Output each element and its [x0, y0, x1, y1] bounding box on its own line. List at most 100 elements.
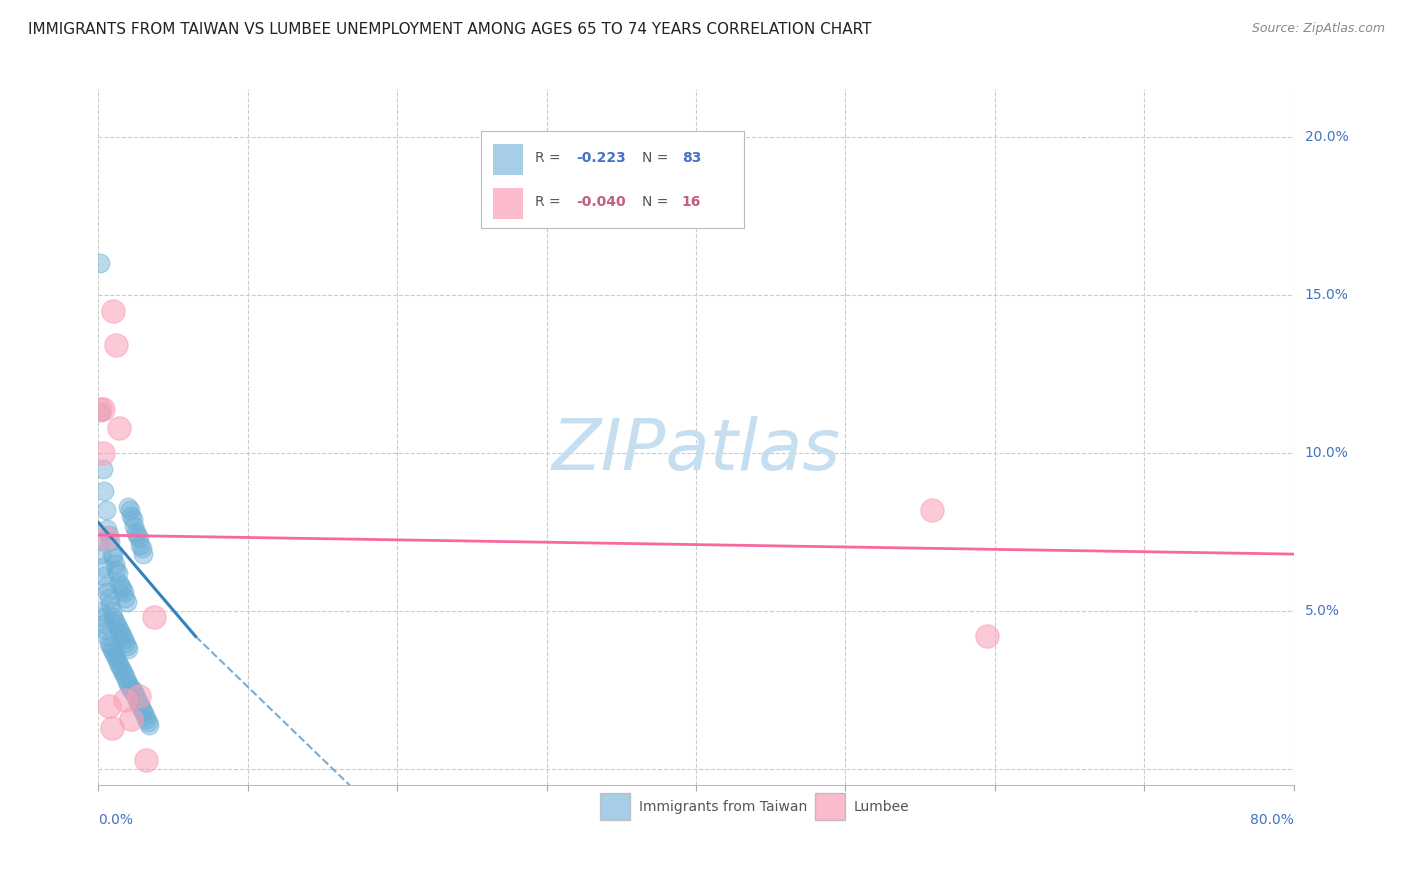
Point	[117, 677, 139, 691]
Point	[97, 528, 120, 542]
FancyBboxPatch shape	[600, 793, 630, 820]
Text: 20.0%: 20.0%	[1305, 129, 1348, 144]
Point	[98, 598, 122, 612]
Point	[107, 620, 129, 634]
Point	[976, 629, 998, 643]
Point	[135, 712, 157, 726]
Point	[117, 642, 139, 657]
Point	[93, 569, 115, 583]
Text: Lumbee: Lumbee	[853, 799, 910, 814]
Text: 5.0%: 5.0%	[1305, 604, 1340, 618]
Point	[98, 534, 122, 549]
Point	[103, 303, 125, 318]
Point	[111, 582, 134, 596]
Point	[120, 683, 142, 698]
Point	[125, 690, 148, 704]
Point	[105, 651, 128, 665]
Point	[108, 420, 131, 434]
FancyBboxPatch shape	[494, 145, 523, 176]
Point	[91, 559, 114, 574]
Point	[103, 610, 125, 624]
Point	[125, 524, 148, 539]
Point	[115, 639, 138, 653]
Point	[124, 518, 146, 533]
Text: N =: N =	[643, 151, 673, 165]
Point	[101, 721, 124, 735]
Point	[107, 655, 129, 669]
Point	[138, 718, 160, 732]
Point	[105, 338, 128, 352]
Point	[128, 696, 150, 710]
Point	[134, 708, 156, 723]
Point	[101, 547, 124, 561]
Point	[114, 670, 136, 684]
Point	[112, 632, 135, 647]
Point	[94, 623, 117, 637]
Point	[127, 692, 149, 706]
Text: R =: R =	[534, 195, 565, 209]
Point	[128, 531, 150, 545]
Point	[93, 483, 115, 498]
Text: 16: 16	[682, 195, 702, 209]
Point	[94, 503, 117, 517]
Point	[101, 642, 124, 657]
FancyBboxPatch shape	[494, 188, 523, 219]
Point	[129, 538, 152, 552]
Point	[132, 705, 155, 719]
Point	[98, 639, 122, 653]
Point	[114, 591, 136, 606]
Point	[114, 635, 136, 649]
Point	[94, 531, 117, 545]
Point	[96, 629, 118, 643]
Text: Source: ZipAtlas.com: Source: ZipAtlas.com	[1251, 22, 1385, 36]
Point	[121, 683, 143, 698]
Text: -0.223: -0.223	[576, 151, 626, 165]
Point	[91, 446, 114, 460]
Point	[117, 500, 139, 514]
Point	[93, 616, 115, 631]
Point	[128, 690, 150, 704]
Point	[118, 503, 141, 517]
Text: ZIPatlas: ZIPatlas	[551, 417, 841, 485]
Point	[110, 579, 132, 593]
Point	[96, 585, 118, 599]
FancyBboxPatch shape	[481, 131, 744, 228]
FancyBboxPatch shape	[815, 793, 845, 820]
Point	[103, 645, 125, 659]
Point	[132, 547, 155, 561]
Point	[91, 401, 114, 416]
Point	[131, 541, 153, 555]
Point	[115, 673, 138, 688]
Point	[104, 557, 127, 571]
Point	[111, 664, 134, 678]
Point	[104, 648, 127, 663]
Point	[110, 661, 132, 675]
Point	[129, 698, 152, 713]
Point	[94, 579, 117, 593]
Text: 15.0%: 15.0%	[1305, 288, 1348, 301]
Point	[104, 614, 127, 628]
Point	[118, 680, 141, 694]
Point	[89, 401, 111, 416]
Text: 10.0%: 10.0%	[1305, 446, 1348, 460]
Point	[91, 610, 114, 624]
Text: 0.0%: 0.0%	[98, 813, 134, 827]
Point	[89, 534, 111, 549]
Point	[120, 509, 142, 524]
Point	[121, 512, 143, 526]
Text: Immigrants from Taiwan: Immigrants from Taiwan	[638, 799, 807, 814]
Point	[111, 629, 134, 643]
Point	[124, 686, 146, 700]
Point	[131, 702, 153, 716]
Point	[127, 528, 149, 542]
Text: N =: N =	[643, 195, 673, 209]
Point	[101, 604, 124, 618]
Point	[97, 635, 120, 649]
Point	[97, 698, 120, 713]
Point	[107, 566, 129, 580]
Point	[135, 753, 157, 767]
Point	[90, 547, 112, 561]
Point	[142, 610, 165, 624]
Point	[90, 604, 112, 618]
Text: -0.040: -0.040	[576, 195, 626, 209]
